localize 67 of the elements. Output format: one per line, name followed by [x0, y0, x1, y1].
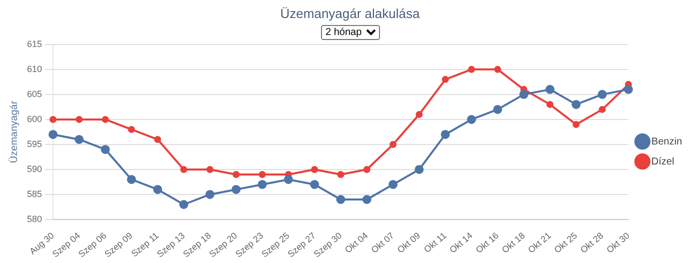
point [572, 100, 581, 109]
point [546, 100, 554, 108]
point [310, 180, 320, 189]
point [102, 116, 109, 123]
point [493, 104, 502, 114]
period-select: 2 hónap [320, 25, 380, 40]
point [388, 180, 398, 189]
point [311, 166, 318, 173]
point [598, 90, 607, 99]
x-tick-label: Okt 18 [500, 230, 527, 256]
point [336, 194, 346, 204]
y-tick-label: 610 [26, 64, 42, 74]
point [180, 166, 188, 173]
point [442, 76, 449, 83]
x-tick-label: Okt 14 [448, 230, 474, 256]
legend-label: Benzin [651, 136, 682, 148]
x-tick-label: Okt 25 [552, 230, 579, 256]
y-tick-label: 615 [26, 38, 42, 49]
point [74, 134, 84, 144]
point [154, 136, 162, 143]
point [363, 166, 370, 173]
y-tick-label: 585 [26, 188, 42, 199]
point [126, 174, 136, 184]
point [390, 140, 397, 148]
point [232, 184, 241, 194]
point [205, 190, 214, 199]
point [545, 84, 554, 94]
point [48, 130, 58, 139]
point [258, 180, 267, 189]
point [232, 170, 240, 178]
chart-title: Üzemanyagár alakulása [279, 6, 421, 21]
point [128, 126, 135, 133]
x-tick-label: Okt 30 [604, 230, 632, 256]
y-tick-label: 580 [26, 214, 42, 224]
x-tick-label: Okt 21 [526, 230, 553, 256]
y-tick-label: 600 [26, 114, 42, 124]
point [76, 116, 83, 123]
y-tick-label: 595 [26, 138, 42, 149]
point [206, 166, 214, 173]
point [258, 170, 266, 178]
point [284, 174, 293, 184]
point [519, 90, 528, 99]
x-tick-label: Okt 09 [395, 230, 422, 256]
x-tick-label: Okt 04 [343, 230, 370, 256]
point [468, 66, 475, 73]
x-tick-label: Okt 28 [578, 230, 606, 256]
legend-label: Dízel [651, 156, 674, 168]
y-axis-title: Üzemanyagár [8, 100, 20, 164]
x-tick-label: Okt 11 [422, 230, 448, 255]
x-tick-label: Okt 16 [474, 230, 501, 256]
point [100, 144, 110, 154]
point [179, 200, 188, 209]
point [362, 194, 372, 204]
point [337, 170, 344, 178]
y-tick-label: 605 [26, 88, 42, 99]
point [494, 66, 502, 73]
y-tick-label: 590 [26, 164, 42, 174]
point [414, 164, 424, 174]
point [440, 130, 450, 139]
point [466, 114, 476, 124]
point [598, 106, 606, 113]
point [416, 110, 423, 118]
x-tick-label: Okt 07 [369, 230, 396, 256]
point [624, 84, 633, 94]
point [50, 116, 57, 123]
point [572, 120, 580, 128]
point [153, 184, 162, 194]
